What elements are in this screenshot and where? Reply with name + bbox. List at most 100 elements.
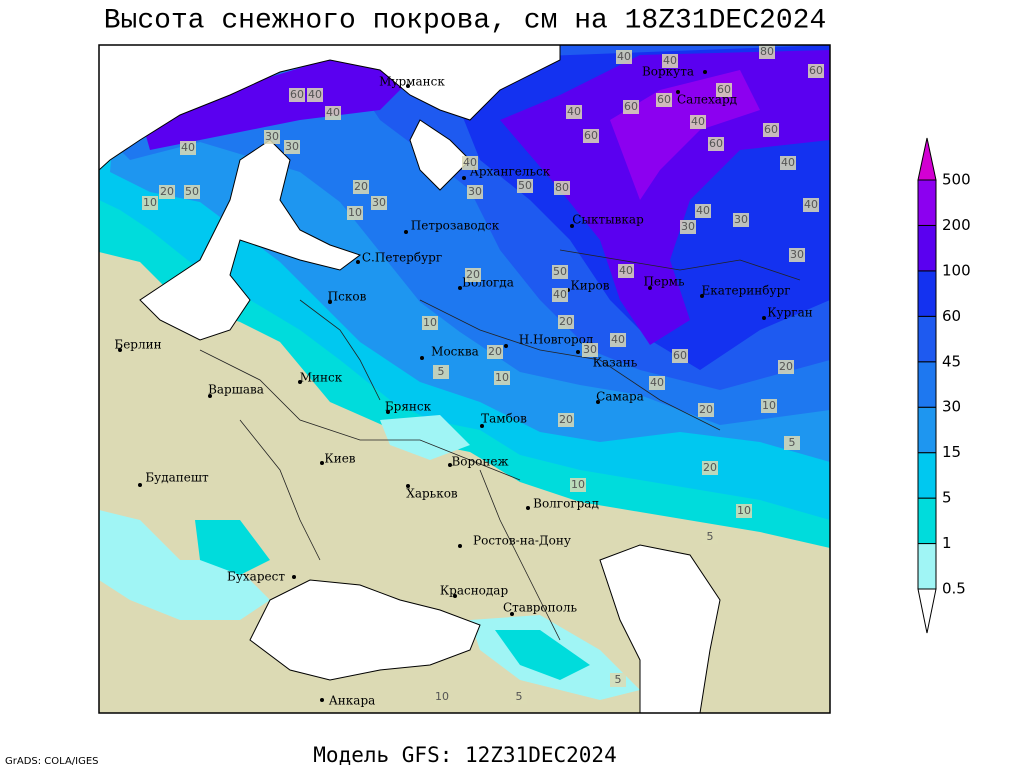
contour-label: 20 <box>559 315 573 328</box>
contour-label-bg <box>264 130 280 144</box>
city-label: Берлин <box>114 338 161 352</box>
legend-label: 15 <box>942 443 961 461</box>
contour-label: 10 <box>435 690 449 703</box>
city-label: Курган <box>767 306 812 320</box>
city-dot <box>576 350 580 354</box>
contour-label: 40 <box>463 156 477 169</box>
city-label: Псков <box>328 290 367 304</box>
city-label: С.Петербург <box>362 251 442 265</box>
contour-label: 20 <box>703 461 717 474</box>
contour-label: 30 <box>790 248 804 261</box>
contour-label-bg <box>690 115 706 129</box>
contour-label-bg <box>662 54 678 68</box>
legend-swatch <box>917 224 937 272</box>
city-dot <box>328 300 332 304</box>
city-dot <box>406 84 410 88</box>
contour-label-bg <box>487 345 503 359</box>
sea <box>99 45 561 171</box>
legend-swatch <box>917 361 937 408</box>
contour-label-bg <box>142 196 158 210</box>
contour-label-bg <box>808 64 824 78</box>
contour-label-bg <box>702 530 718 544</box>
contour-label: 10 <box>423 316 437 329</box>
city-dot <box>404 230 408 234</box>
contour-label-bg <box>649 376 665 390</box>
legend-swatch <box>917 179 937 226</box>
city-dot <box>118 348 122 352</box>
contour-label-bg <box>616 50 632 64</box>
contour-label-bg <box>558 315 574 329</box>
contour-label-bg <box>558 413 574 427</box>
contour-label: 10 <box>571 478 585 491</box>
contour-label: 40 <box>696 204 710 217</box>
contour-label: 10 <box>495 371 509 384</box>
contour-label: 30 <box>583 343 597 356</box>
sea <box>409 119 471 191</box>
contour-label-bg <box>680 220 696 234</box>
contour-label-bg <box>763 123 779 137</box>
legend-swatch <box>917 543 937 590</box>
contour-label-bg <box>656 93 672 107</box>
contour-label-bg <box>702 461 718 475</box>
contour-label-bg <box>708 137 724 151</box>
city-dot <box>298 380 302 384</box>
snow-area <box>495 630 590 680</box>
legend-label: 60 <box>942 307 961 325</box>
city-dot <box>138 483 142 487</box>
contour-label: 20 <box>466 268 480 281</box>
legend-label: 0.5 <box>942 580 966 598</box>
contour-label: 50 <box>553 265 567 278</box>
city-dot <box>480 424 484 428</box>
city-label: Харьков <box>406 487 458 501</box>
contour-label: 20 <box>559 413 573 426</box>
city-dot <box>510 612 514 616</box>
contour-label-bg <box>284 140 300 154</box>
contour-label: 20 <box>699 403 713 416</box>
contour-label-bg <box>422 316 438 330</box>
city-dot <box>292 575 296 579</box>
city-label: Москва <box>431 345 479 359</box>
legend-label: 45 <box>942 352 961 370</box>
city-label: Краснодар <box>440 584 509 598</box>
city-label: Тамбов <box>481 412 527 426</box>
city-dot <box>386 410 390 414</box>
border <box>559 249 801 281</box>
contour-label-bg <box>552 288 568 302</box>
contour-label-bg <box>784 436 800 450</box>
city-label: Брянск <box>385 400 432 414</box>
legend-swatch <box>917 452 937 499</box>
legend-label: 500 <box>942 171 971 189</box>
legend-swatch <box>917 406 937 454</box>
city-dot <box>453 594 457 598</box>
city-dot <box>596 400 600 404</box>
contour-label-bg <box>159 185 175 199</box>
contour-label-bg <box>371 196 387 210</box>
contour-label-bg <box>554 181 570 195</box>
contour-label: 20 <box>779 360 793 373</box>
contour-label-bg <box>433 365 449 379</box>
contour-label: 40 <box>663 54 677 67</box>
contour-label-bg <box>517 179 533 193</box>
contour-label-bg <box>494 371 510 385</box>
contour-label: 5 <box>707 530 714 543</box>
city-label: Воронеж <box>451 455 508 469</box>
contour-label-bg <box>180 141 196 155</box>
contour-label-bg <box>582 343 598 357</box>
contour-label-bg <box>759 45 775 59</box>
snow-area <box>610 70 760 200</box>
city-dot <box>356 260 360 264</box>
city-label: Бухарест <box>227 570 285 584</box>
contour-label: 40 <box>611 333 625 346</box>
contour-label: 60 <box>709 137 723 150</box>
contour-label-bg <box>552 265 568 279</box>
legend-label: 30 <box>942 398 961 416</box>
city-dot <box>570 224 574 228</box>
credit: GrADS: COLA/IGES <box>5 756 99 767</box>
title: Высота снежного покрова, см на 18Z31DEC2… <box>104 5 827 36</box>
contour-label-bg <box>695 204 711 218</box>
legend-swatch <box>917 315 937 363</box>
contour-label: 50 <box>185 185 199 198</box>
contour-label: 20 <box>160 185 174 198</box>
contour-label: 60 <box>584 129 598 142</box>
